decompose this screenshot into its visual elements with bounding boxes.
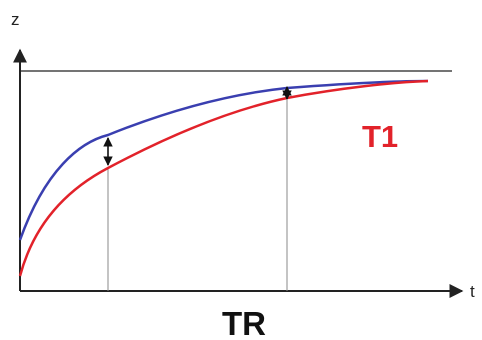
red-recovery-curve xyxy=(18,79,429,277)
blue-recovery-curve xyxy=(18,79,429,241)
t1-label: T1 xyxy=(362,119,398,154)
tr-label: TR xyxy=(222,305,266,340)
y-axis-label: z xyxy=(11,10,20,29)
x-axis-label: t xyxy=(470,282,475,301)
